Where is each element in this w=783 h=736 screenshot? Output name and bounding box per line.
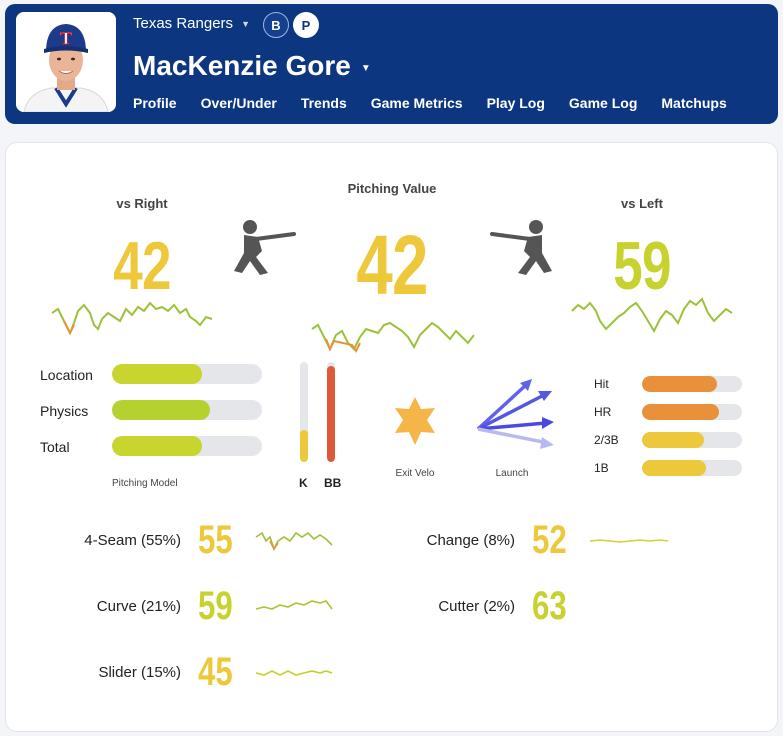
profile-card: vs Right 42 Pitching Value 42 vs Left 59… [5, 142, 778, 732]
pitch-change-label: Change (8%) [426, 532, 515, 549]
hit-bar-fill [642, 376, 717, 392]
physics-label: Physics [40, 403, 89, 419]
single-bar [642, 460, 742, 476]
batter-toggle[interactable]: B [263, 12, 289, 38]
pitch-cutter-value: 63 [532, 584, 567, 628]
player-header: T Texas Rangers ▼ B P MacKenzie Gore ▼ P… [5, 4, 778, 124]
k-bar [300, 362, 308, 462]
exit-velo-icon [395, 397, 435, 445]
physics-bar [112, 400, 262, 420]
hr-bar-fill [642, 404, 719, 420]
total-label: Total [40, 439, 70, 455]
bb-label: BB [324, 476, 342, 490]
pitching-value-sparkline [311, 321, 475, 353]
single-bar-fill [642, 460, 706, 476]
vs-left-value: 59 [613, 228, 671, 304]
bb-bar-fill [327, 366, 335, 462]
hit-label: Hit [594, 377, 609, 391]
pitch-change-value: 52 [532, 518, 567, 562]
vs-left-sparkline [571, 297, 733, 334]
chevron-down-icon: ▼ [360, 62, 371, 74]
team-selector[interactable]: Texas Rangers ▼ [133, 15, 250, 32]
player-selector[interactable]: MacKenzie Gore ▼ [133, 50, 371, 82]
tab-matchups[interactable]: Matchups [661, 95, 727, 111]
pitching-model-caption: Pitching Model [112, 478, 178, 489]
pitch-cutter-label: Cutter (2%) [438, 598, 515, 615]
pitch-4seam-label: 4-Seam (55%) [84, 532, 181, 549]
pitch-curve-value: 59 [198, 584, 233, 628]
pitch-4seam-value: 55 [198, 518, 233, 562]
pitch-change-sparkline [589, 539, 669, 543]
tab-trends[interactable]: Trends [300, 95, 347, 111]
tab-game-metrics[interactable]: Game Metrics [370, 95, 463, 111]
bb-bar [327, 362, 335, 462]
k-label: K [299, 476, 308, 490]
player-headshot: T [16, 12, 116, 112]
pitch-slider-label: Slider (15%) [98, 664, 181, 681]
team-name: Texas Rangers [133, 15, 234, 32]
launch-label: Launch [495, 468, 529, 479]
location-bar [112, 364, 262, 384]
player-name: MacKenzie Gore [133, 50, 351, 81]
extra-base-bar [642, 432, 742, 448]
extra-base-bar-fill [642, 432, 704, 448]
hr-label: HR [594, 405, 612, 419]
tab-over-under[interactable]: Over/Under [200, 95, 277, 111]
right-handed-batter-icon [234, 220, 296, 275]
vs-right-value: 42 [113, 228, 171, 304]
launch-angle-icon [476, 379, 554, 449]
physics-bar-fill [112, 400, 210, 420]
profile-nav: Profile Over/Under Trends Game Metrics P… [133, 95, 727, 111]
total-bar [112, 436, 262, 456]
vs-left-label: vs Left [621, 196, 663, 211]
total-bar-fill [112, 436, 202, 456]
exit-velo-label: Exit Velo [395, 468, 435, 479]
pitch-curve-sparkline [255, 600, 333, 610]
vs-right-sparkline [51, 301, 213, 336]
chevron-down-icon: ▼ [241, 18, 250, 29]
pitching-value-label: Pitching Value [347, 181, 437, 196]
pitch-slider-sparkline [255, 670, 333, 676]
pitch-curve-label: Curve (21%) [96, 598, 181, 615]
extra-base-label: 2/3B [594, 433, 619, 447]
pitch-4seam-sparkline [255, 531, 333, 552]
location-bar-fill [112, 364, 202, 384]
tab-play-log[interactable]: Play Log [486, 95, 545, 111]
left-handed-batter-icon [490, 220, 552, 275]
team-logo-letter: T [60, 29, 72, 48]
pitch-slider-value: 45 [198, 650, 233, 694]
tab-profile[interactable]: Profile [133, 95, 177, 111]
single-label: 1B [594, 461, 609, 475]
hr-bar [642, 404, 742, 420]
pitcher-toggle[interactable]: P [293, 12, 319, 38]
pitching-value: 42 [356, 218, 428, 312]
location-label: Location [40, 367, 93, 383]
vs-right-label: vs Right [116, 196, 168, 211]
hit-bar [642, 376, 742, 392]
tab-game-log[interactable]: Game Log [568, 95, 638, 111]
k-bar-fill [300, 430, 308, 462]
